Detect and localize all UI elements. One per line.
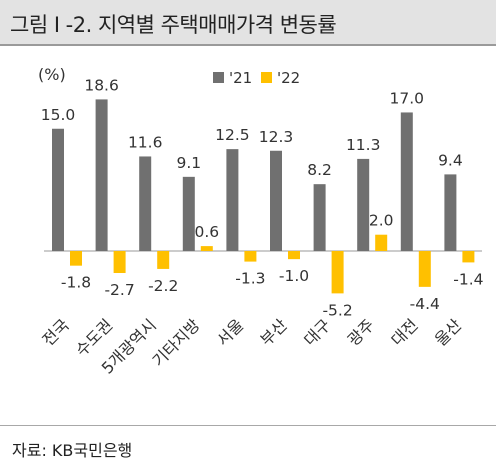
- bar-21-0: [52, 128, 64, 251]
- value-label-22-3: 0.6: [194, 223, 219, 241]
- unit-label: (%): [38, 65, 66, 84]
- bar-21-9: [444, 174, 457, 251]
- value-label-22-2: -2.2: [148, 277, 178, 295]
- bar-21-3: [182, 176, 195, 251]
- category-label-3: 기타지방: [149, 315, 204, 370]
- value-label-22-0: -1.8: [61, 274, 91, 292]
- value-label-21-4: 12.5: [215, 126, 250, 144]
- value-label-22-8: -4.4: [410, 295, 440, 313]
- bar-22-8: [418, 251, 431, 287]
- category-label-9: 울산: [431, 315, 465, 349]
- bar-22-0: [70, 251, 82, 266]
- category-label-5: 부산: [257, 315, 291, 349]
- value-label-22-9: -1.4: [453, 270, 483, 288]
- title-bar: 그림 I -2. 지역별 주택매매가격 변동률: [0, 0, 496, 46]
- bar-22-4: [244, 251, 257, 262]
- value-label-22-5: -1.0: [279, 267, 309, 285]
- category-label-7: 광주: [344, 315, 378, 349]
- value-label-21-1: 18.6: [84, 76, 119, 94]
- bar-22-7: [375, 234, 388, 251]
- value-label-21-5: 12.3: [259, 128, 294, 146]
- value-label-22-6: -5.2: [322, 301, 352, 319]
- category-label-6: 대구: [300, 315, 334, 349]
- value-label-21-3: 9.1: [176, 154, 201, 172]
- bar-21-5: [270, 150, 282, 251]
- bar-21-1: [95, 99, 108, 251]
- bar-22-3: [200, 246, 213, 251]
- bar-22-6: [331, 251, 344, 294]
- value-label-21-9: 9.4: [438, 151, 463, 169]
- value-label-21-0: 15.0: [41, 106, 76, 124]
- value-label-22-4: -1.3: [235, 270, 265, 288]
- bar-chart: (%) '21 '22 15.0-1.8전국18.6-2.7수도권11.6-2.…: [38, 65, 484, 378]
- category-label-4: 서울: [213, 315, 247, 349]
- source-note: 자료: KB국민은행: [12, 441, 133, 460]
- bar-21-7: [357, 158, 370, 251]
- chart-marks: 15.0-1.8전국18.6-2.7수도권11.6-2.25개광역시9.10.6…: [39, 76, 484, 377]
- bar-21-6: [313, 184, 326, 251]
- value-label-21-2: 11.6: [128, 133, 163, 151]
- legend: '21 '22: [213, 69, 300, 87]
- legend-label-22: '22: [277, 69, 300, 87]
- legend-swatch-21: [213, 72, 224, 83]
- legend-label-21: '21: [229, 69, 252, 87]
- bar-22-5: [288, 251, 300, 260]
- bar-21-8: [400, 112, 413, 251]
- value-label-22-7: 2.0: [369, 212, 394, 230]
- chart-title: 그림 I -2. 지역별 주택매매가격 변동률: [10, 13, 337, 37]
- bar-21-4: [226, 149, 239, 251]
- bar-21-2: [139, 156, 152, 251]
- bar-22-1: [113, 251, 126, 274]
- value-label-21-7: 11.3: [346, 136, 381, 154]
- category-label-0: 전국: [39, 315, 73, 349]
- value-label-22-1: -2.7: [104, 281, 134, 299]
- value-label-21-6: 8.2: [307, 161, 332, 179]
- value-label-21-8: 17.0: [390, 89, 425, 107]
- category-label-8: 대전: [387, 315, 421, 349]
- legend-swatch-22: [261, 72, 272, 83]
- bar-22-9: [462, 251, 475, 263]
- source-divider: [0, 425, 496, 426]
- bar-22-2: [157, 251, 170, 269]
